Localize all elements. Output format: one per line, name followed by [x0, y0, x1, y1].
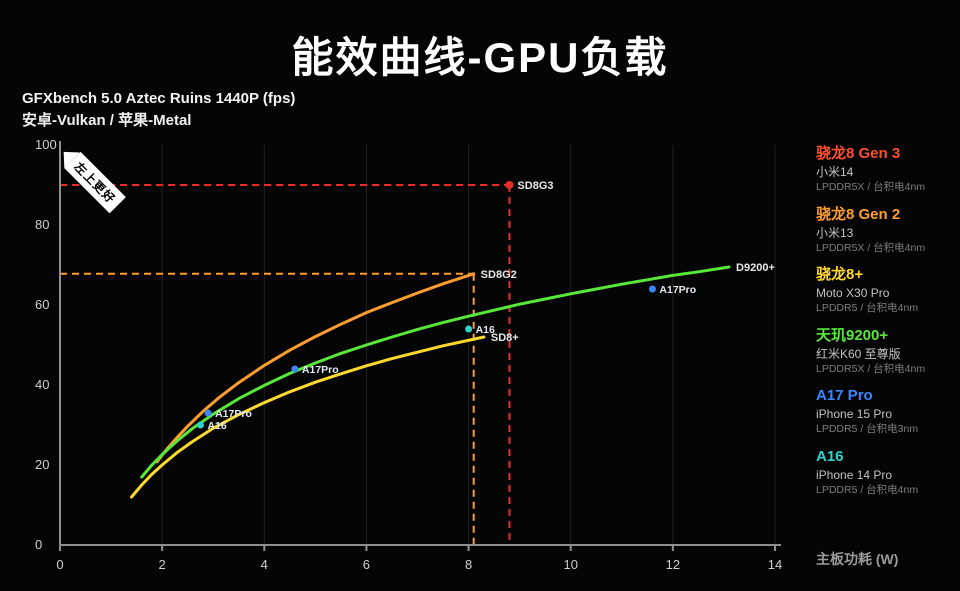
curve-label-SD8G2: SD8G2 — [481, 269, 517, 281]
point-A17Pro — [648, 285, 656, 293]
legend: 骁龙8 Gen 3 小米14 LPDDR5X / 台积电4nm 骁龙8 Gen … — [816, 146, 925, 495]
x-tick-label: 0 — [56, 557, 63, 572]
x-tick-label: 12 — [666, 557, 680, 572]
legend-item-sd8g3: 骁龙8 Gen 3 小米14 LPDDR5X / 台积电4nm — [816, 146, 925, 193]
y-tick-label: 0 — [35, 537, 42, 552]
legend-chip-name: 骁龙8+ — [816, 266, 864, 283]
x-tick-label: 2 — [159, 557, 166, 572]
curve-label-SD8+: SD8+ — [491, 332, 519, 344]
legend-spec: LPDDR5X / 台积电4nm — [816, 362, 926, 375]
legend-device-name: 小米14 — [816, 165, 854, 179]
legend-chip-name: A17 Pro — [816, 387, 873, 404]
curve-SD8G2 — [155, 272, 476, 464]
legend-device-name: iPhone 14 Pro — [816, 467, 893, 482]
x-tick-label: 14 — [768, 557, 782, 572]
legend-device-name: Moto X30 Pro — [816, 286, 890, 300]
legend-spec: LPDDR5 / 台积电3nm — [816, 423, 919, 435]
x-axis-title: 主板功耗 (W) — [816, 551, 899, 567]
legend-item-a17pro: A17 Pro iPhone 15 Pro LPDDR5 / 台积电3nm — [816, 388, 925, 435]
y-tick-label: 20 — [35, 457, 49, 472]
legend-item-sd8plus: 骁龙8+ Moto X30 Pro LPDDR5 / 台积电4nm — [816, 267, 925, 314]
legend-chip-name: A16 — [816, 447, 844, 465]
subtitle-benchmark: GFXbench 5.0 Aztec Ruins 1440P (fps) — [22, 90, 296, 107]
point-A17Pro — [204, 409, 212, 417]
y-tick-label: 40 — [35, 377, 49, 392]
y-tick-label: 80 — [35, 217, 49, 232]
legend-spec: LPDDR5X / 台积电4nm — [816, 181, 926, 193]
legend-device-name: 小米13 — [816, 225, 854, 240]
point-label-A16: A16 — [207, 420, 226, 432]
legend-spec: LPDDR5 / 台积电4nm — [816, 302, 919, 314]
x-tick-label: 6 — [363, 557, 370, 572]
legend-chip-name: 骁龙8 Gen 2 — [816, 205, 901, 223]
guide-label-SD8G3: SD8G3 — [517, 180, 553, 192]
point-A17Pro — [291, 365, 299, 373]
legend-device-name: iPhone 15 Pro — [816, 407, 893, 421]
subtitle-api: 安卓-Vulkan / 苹果-Metal — [22, 111, 192, 129]
point-A16 — [465, 325, 473, 333]
legend-item-a16: A16 iPhone 14 Pro LPDDR5 / 台积电4nm — [816, 449, 925, 496]
guide-dot-SD8G3 — [505, 181, 514, 189]
y-tick-label: 100 — [35, 137, 57, 152]
chart-subtitle: GFXbench 5.0 Aztec Ruins 1440P (fps) 安卓-… — [22, 88, 295, 132]
legend-item-d9200plus: 天玑9200+ 红米K60 至尊版 LPDDR5X / 台积电4nm — [816, 328, 925, 375]
point-label-A17Pro: A17Pro — [659, 284, 696, 296]
legend-spec: LPDDR5 / 台积电4nm — [816, 483, 919, 496]
efficiency-curve-chart: 0 2 4 6 8 10 12 14 0 20 40 60 80 100 SD8G2 D9200+ SD8+ SD… — [35, 137, 782, 572]
legend-spec: LPDDR5X / 台积电4nm — [816, 241, 926, 254]
curve-D9200+ — [140, 265, 731, 479]
y-tick-label: 60 — [35, 297, 49, 312]
x-tick-label: 4 — [261, 557, 268, 572]
legend-chip-name: 骁龙8 Gen 3 — [816, 145, 901, 162]
legend-chip-name: 天玑9200+ — [816, 326, 889, 344]
curve-SD8+ — [130, 335, 486, 499]
legend-device-name: 红米K60 至尊版 — [816, 346, 901, 361]
point-label-A17Pro: A17Pro — [215, 408, 252, 420]
curve-label-D9200+: D9200+ — [736, 262, 775, 274]
point-label-A16: A16 — [476, 324, 495, 336]
page-title: 能效曲线-GPU负载 — [291, 34, 669, 81]
point-A16 — [196, 421, 204, 429]
legend-item-sd8g2: 骁龙8 Gen 2 小米13 LPDDR5X / 台积电4nm — [816, 207, 925, 254]
x-tick-label: 10 — [563, 557, 577, 572]
point-label-A17Pro: A17Pro — [302, 364, 339, 376]
x-tick-label: 8 — [465, 557, 472, 572]
